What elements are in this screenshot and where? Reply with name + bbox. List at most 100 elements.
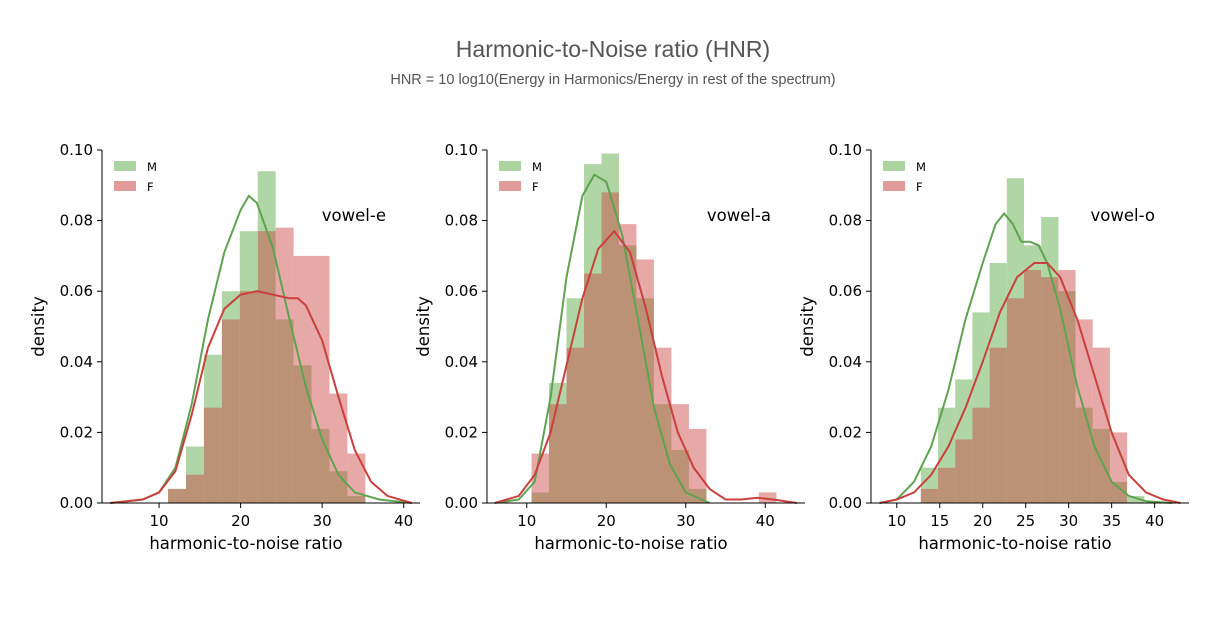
- hist-bar-m-1: [185, 446, 204, 503]
- hist-bar-m-3: [583, 164, 602, 503]
- hist-bar-m-11: [1109, 481, 1128, 503]
- x-tick-label: 20: [973, 512, 992, 530]
- hist-bar-f-8: [1058, 270, 1076, 503]
- hist-bar-m-6: [1023, 245, 1042, 503]
- hist-bar-m-6: [636, 298, 654, 503]
- x-tick-label: 40: [756, 512, 775, 530]
- y-tick-label: 0.00: [60, 494, 93, 512]
- hist-bar-m-3: [972, 312, 990, 503]
- hist-bar-f-2: [955, 439, 973, 503]
- y-axis-label: density: [29, 296, 48, 357]
- y-tick-label: 0.02: [445, 423, 478, 441]
- chart-panel-3: 0.00 0.02 0.04 0.06 0.08 0.10 10 15 20 25 30 35 40 ha…: [798, 141, 1189, 553]
- y-tick-label: 0.00: [829, 494, 862, 512]
- hist-bar-m-7: [653, 404, 672, 503]
- chart-panel-1: 0.00 0.02 0.04 0.06 0.08 0.10 10 20 30 40 harmonic…: [29, 141, 420, 553]
- chart-panel-2: 0.00 0.02 0.04 0.06 0.08 0.10 10 20 30 40 harmonic…: [414, 141, 805, 553]
- x-tick-label: 10: [150, 512, 169, 530]
- x-tick-label: 25: [1016, 512, 1035, 530]
- y-tick-label: 0.08: [445, 212, 478, 230]
- kde-line-f: [494, 229, 798, 504]
- hist-bar-f-9: [688, 428, 707, 503]
- y-tick-label: 0.02: [60, 423, 93, 441]
- y-axis-label: density: [414, 296, 433, 357]
- hist-bar-f-1: [938, 467, 956, 503]
- hist-bar-f-11: [1109, 432, 1128, 503]
- hist-bar-m-5: [618, 245, 637, 503]
- x-tick-label: 10: [517, 512, 536, 530]
- hist-bar-m-10: [347, 495, 366, 503]
- legend-swatch-m: [883, 161, 905, 171]
- hist-bar-m-4: [239, 231, 258, 503]
- hist-bar-f-7: [293, 255, 312, 503]
- x-tick-label: 15: [930, 512, 949, 530]
- vowel-annotation: vowel-o: [1091, 206, 1155, 225]
- y-tick-label: 0.10: [60, 141, 93, 159]
- hist-bar-f-7: [653, 347, 672, 503]
- hist-bar-m-5: [257, 171, 276, 503]
- hist-bar-m-0: [531, 492, 550, 503]
- x-tick-label: 20: [597, 512, 616, 530]
- hist-bar-f-4: [601, 192, 619, 504]
- x-axis-label: harmonic-to-noise ratio: [918, 534, 1111, 553]
- legend-swatch-f: [883, 181, 905, 191]
- legend-label-f: F: [916, 180, 923, 194]
- legend-label-m: M: [916, 160, 926, 174]
- hist-bar-f-1: [185, 474, 204, 503]
- hist-bar-f-7: [1041, 277, 1059, 503]
- x-tick-label: 35: [1102, 512, 1121, 530]
- hist-bar-f-3: [221, 319, 240, 503]
- hist-bar-f-0: [531, 453, 550, 503]
- x-tick-label: 30: [1059, 512, 1078, 530]
- hist-bar-m-3: [221, 291, 240, 503]
- y-tick-label: 0.06: [829, 282, 862, 300]
- vowel-annotation: vowel-e: [322, 206, 386, 225]
- legend-label-f: F: [532, 180, 539, 194]
- legend-label-m: M: [532, 160, 542, 174]
- hist-bar-m-10: [1092, 428, 1110, 503]
- hist-bar-m-1: [938, 407, 956, 503]
- hist-bar-m-2: [203, 354, 222, 503]
- hist-bar-m-9: [1075, 407, 1093, 503]
- hist-bar-f-3: [583, 273, 602, 503]
- x-tick-label: 40: [394, 512, 413, 530]
- y-tick-label: 0.10: [829, 141, 862, 159]
- hist-bar-m-0: [168, 488, 186, 503]
- y-tick-label: 0.04: [445, 353, 478, 371]
- legend-label-m: M: [147, 160, 157, 174]
- hist-bar-f-2: [203, 407, 222, 503]
- kde-line-m: [879, 211, 1172, 504]
- kde-line-f: [879, 262, 1181, 504]
- hist-bar-m-7: [293, 365, 312, 503]
- legend-label-f: F: [147, 180, 154, 194]
- hist-bar-m-0: [920, 467, 939, 503]
- y-tick-label: 0.06: [60, 282, 93, 300]
- x-tick-label: 30: [676, 512, 695, 530]
- hist-bar-f-4: [239, 291, 258, 503]
- legend-swatch-m: [114, 161, 136, 171]
- hist-bar-f-5: [1006, 298, 1024, 503]
- hist-bar-f-5: [618, 224, 637, 503]
- hist-bar-m-5: [1006, 178, 1024, 504]
- hist-bar-f-6: [636, 259, 654, 503]
- legend-swatch-f: [114, 181, 136, 191]
- hist-bar-m-2: [955, 379, 973, 503]
- y-tick-label: 0.00: [445, 494, 478, 512]
- hist-bar-f-2: [566, 347, 584, 503]
- x-tick-label: 30: [313, 512, 332, 530]
- hist-bar-f-3: [972, 407, 990, 503]
- hist-bar-f-10: [1092, 347, 1110, 503]
- hist-bar-f-5: [257, 231, 276, 503]
- y-tick-label: 0.04: [829, 353, 862, 371]
- x-tick-label: 20: [231, 512, 250, 530]
- hist-bar-f-9: [329, 393, 348, 503]
- page-subtitle: HNR = 10 log10(Energy in Harmonics/Energ…: [390, 72, 836, 88]
- hist-bar-m-12: [1127, 495, 1145, 503]
- hist-bar-m-8: [1058, 291, 1076, 503]
- hist-bar-f-4: [989, 347, 1007, 503]
- legend-swatch-m: [499, 161, 521, 171]
- hist-bar-f-8: [311, 255, 330, 503]
- y-tick-label: 0.10: [445, 141, 478, 159]
- hist-bar-f-0: [168, 488, 186, 503]
